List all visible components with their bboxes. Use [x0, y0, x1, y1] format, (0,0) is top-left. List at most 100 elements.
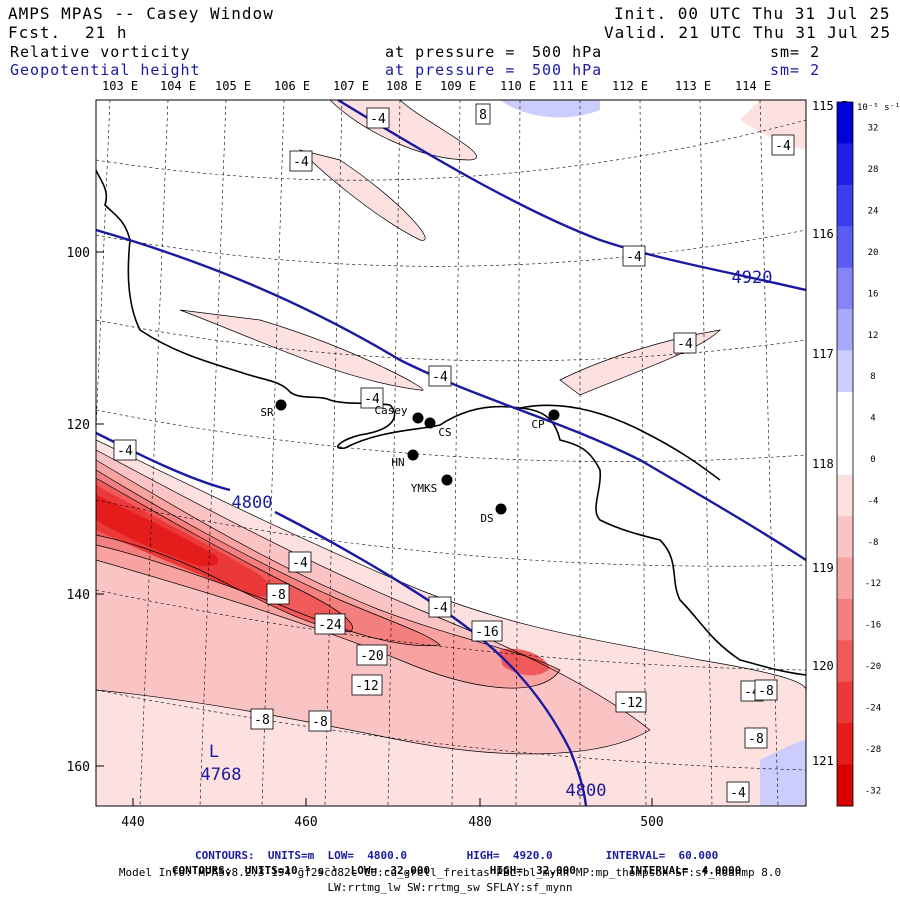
vorticity-label: -4 — [432, 370, 448, 385]
vorticity-label: 8 — [479, 108, 487, 123]
colorbar-swatch — [837, 764, 853, 807]
longitude-label-top: 110 E — [500, 79, 537, 93]
height-label: 4800 — [232, 493, 273, 513]
longitude-label-top: 106 E — [274, 79, 311, 93]
longitude-label-top: 108 E — [386, 79, 423, 93]
station-label: YMKS — [411, 482, 438, 495]
colorbar-swatch — [837, 102, 853, 144]
station-label: DS — [480, 512, 493, 525]
vorticity-labels: 8 -4 -4 -4 -4 -4 -4 -4 -4 -4 -4 -4 -8 -24 -20 -16 -12 -12… — [113, 103, 795, 803]
vorticity-label: -12 — [619, 696, 642, 711]
station-marker — [412, 412, 424, 424]
footer-height-interval: INTERVAL= 60.000 — [605, 849, 719, 862]
colorbar-label: 8 — [870, 372, 875, 382]
coastline — [96, 169, 806, 676]
station-marker — [441, 474, 453, 486]
colorbar-unit: 10⁻⁵ s⁻¹ — [857, 103, 900, 113]
field-2-level-label: at pressure = — [385, 61, 516, 79]
station-marker — [548, 409, 560, 421]
station-marker — [495, 503, 507, 515]
y-tick-label: 160 — [67, 760, 90, 775]
colorbar-swatch — [837, 557, 853, 600]
colorbar-swatch — [837, 474, 853, 517]
y-tick-label: 100 — [67, 246, 90, 261]
height-label: L — [209, 742, 219, 762]
station-marker — [275, 399, 287, 411]
colorbar-swatch — [837, 143, 853, 186]
colorbar-swatch — [837, 184, 853, 227]
x-tick-label: 500 — [640, 815, 663, 830]
vorticity-label: -8 — [270, 588, 286, 603]
footer-vort-low: LOW= -32.000 — [350, 864, 431, 877]
vorticity-label: -4 — [730, 786, 746, 801]
colorbar-label: 16 — [868, 289, 879, 299]
valid-time: Valid. 21 UTC Thu 31 Jul 25 — [604, 23, 892, 42]
field-1-smoothing: sm= 2 — [770, 43, 821, 61]
vorticity-label: -20 — [360, 649, 383, 664]
height-labels: 4920 4800 4800 L 4768 — [201, 268, 773, 801]
longitude-label-top: 111 E — [552, 79, 589, 93]
vorticity-label: -8 — [312, 715, 328, 730]
field-2-level-value: 500 hPa — [532, 61, 603, 79]
longitude-label-top: 103 E — [102, 79, 139, 93]
colorbar: 32 28 24 20 16 12 8 4 0 -4 -8 -12 -16 -20 -24 -28 -32 10⁻… — [836, 101, 900, 807]
colorbar-swatch — [837, 516, 853, 559]
vorticity-label: -16 — [475, 625, 498, 640]
field-1-level-value: 500 hPa — [532, 43, 603, 61]
colorbar-label: 0 — [870, 455, 875, 465]
station-label: HN — [391, 456, 404, 469]
footer-height-units: UNITS=m — [267, 849, 315, 862]
colorbar-label: 28 — [868, 165, 879, 175]
vorticity-label: -4 — [677, 337, 693, 352]
colorbar-swatch — [837, 267, 853, 310]
colorbar-swatch — [837, 681, 853, 724]
vorticity-label: -4 — [292, 556, 308, 571]
vorticity-label: -4 — [775, 139, 791, 154]
map-frame — [95, 99, 807, 807]
field-1-name: Relative vorticity — [10, 43, 191, 61]
colorbar-label: -8 — [868, 538, 879, 548]
model-info: Model Info: MPASv8.2.3-194-gf29cd82c CU:… — [118, 866, 782, 879]
x-tick-label: 440 — [121, 815, 144, 830]
longitude-label-top: 109 E — [440, 79, 477, 93]
vorticity-label: -4 — [370, 112, 386, 127]
footer-height-high: HIGH= 4920.0 — [466, 849, 553, 862]
colorbar-swatch — [837, 309, 853, 351]
footer-vort-interval: INTERVAL= 4.0000 — [628, 864, 742, 877]
longitude-label-top: 107 E — [333, 79, 370, 93]
colorbar-swatch — [837, 433, 853, 476]
colorbar-swatch — [837, 723, 853, 766]
vorticity-label: -8 — [254, 713, 270, 728]
vorticity-label: -8 — [758, 684, 774, 699]
longitude-label-top: 104 E — [160, 79, 197, 93]
vorticity-label: -8 — [748, 732, 764, 747]
field-2-name: Geopotential height — [10, 61, 201, 79]
station-marker — [424, 417, 436, 429]
colorbar-swatch — [837, 598, 853, 641]
colorbar-label: 4 — [870, 414, 875, 424]
footer-height-label: CONTOURS: — [195, 849, 255, 862]
footer-height-low: LOW= 4800.0 — [327, 849, 407, 862]
height-contours — [96, 100, 806, 806]
colorbar-label: -12 — [865, 579, 881, 589]
colorbar-label: -4 — [868, 496, 879, 506]
station-label: SR — [260, 406, 274, 419]
x-tick-label: 460 — [294, 815, 317, 830]
model-info-physics: LW:rrtmg_lw SW:rrtmg_sw SFLAY:sf_mynn — [327, 881, 573, 894]
field-2-smoothing: sm= 2 — [770, 61, 821, 79]
colorbar-swatch — [837, 640, 853, 683]
footer-vort-label: CONTOURS: — [171, 864, 232, 877]
x-tick-label: 480 — [468, 815, 491, 830]
vorticity-label: -4 — [293, 155, 309, 170]
vorticity-label: -24 — [318, 618, 342, 633]
vorticity-label: -12 — [355, 679, 378, 694]
vorticity-contours — [96, 100, 806, 755]
longitude-label-top: 105 E — [215, 79, 252, 93]
colorbar-label: 20 — [868, 248, 879, 258]
colorbar-label: -32 — [865, 786, 881, 796]
footer-contours-vorticity: CONTOURS: UNITS=10⁻⁵ s⁻¹ LOW= -32.000 HI… — [0, 851, 900, 877]
longitude-label-top: 113 E — [675, 79, 712, 93]
colorbar-swatch — [837, 350, 853, 393]
map-title: AMPS MPAS -- Casey Window — [8, 4, 274, 23]
